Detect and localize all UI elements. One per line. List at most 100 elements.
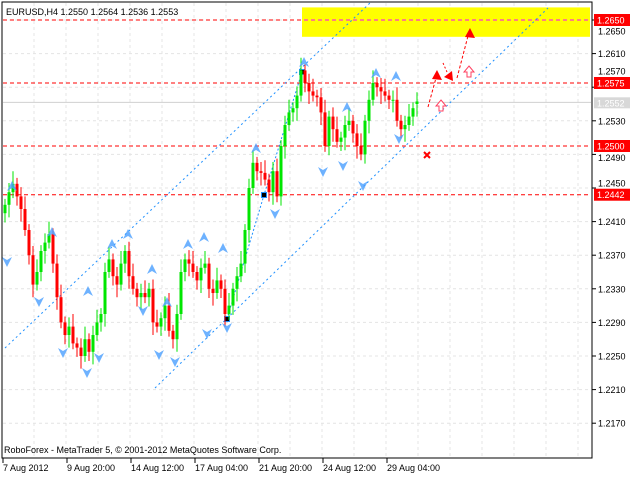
candle-body	[51, 234, 55, 264]
x-tick-label: 29 Aug 04:00	[387, 463, 440, 473]
y-tick-label: 1.2370	[598, 251, 626, 261]
fractal-down-icon	[94, 353, 104, 363]
x-tick-label: 7 Aug 2012	[3, 463, 49, 473]
fractals	[2, 57, 404, 378]
candle-body	[187, 259, 191, 264]
candle-body	[243, 230, 247, 264]
hollow-up-arrow-icon	[462, 65, 476, 78]
candle-body	[127, 251, 131, 277]
candle-body	[115, 276, 119, 285]
level-label-box	[594, 77, 630, 89]
candle-body	[119, 263, 123, 285]
fractal-up-icon	[251, 143, 261, 153]
time-axis[interactable]: 7 Aug 2012 9 Aug 20:00 14 Aug 12:00 17 Aug …	[2, 458, 440, 473]
forecast-arrows	[423, 28, 476, 159]
x-tick-label: 14 Aug 12:00	[131, 463, 184, 473]
candle-body	[351, 120, 355, 134]
candle-body	[199, 267, 203, 281]
channel-upper	[4, 2, 371, 349]
forecast-line	[456, 35, 469, 79]
candle-body	[39, 251, 43, 272]
candle-body	[55, 263, 59, 298]
fractal-down-icon	[154, 350, 164, 360]
candle-body	[163, 305, 167, 319]
candle-body	[239, 263, 243, 277]
candle-body	[139, 293, 143, 298]
candle-body	[175, 314, 179, 340]
candle-body	[23, 209, 27, 230]
candle-body	[379, 87, 383, 92]
forecast-line	[427, 77, 437, 108]
fractal-up-icon	[107, 239, 117, 249]
level-label: 1.2650	[597, 16, 625, 26]
fractal-down-icon	[270, 209, 280, 219]
fractal-up-icon	[218, 243, 228, 253]
candle-body	[387, 95, 391, 100]
fractal-down-icon	[338, 161, 348, 171]
fractal-up-icon	[162, 297, 172, 307]
candle-body	[27, 230, 31, 256]
candle-body	[131, 276, 135, 289]
candle-body	[263, 172, 267, 180]
candle-body	[3, 204, 7, 214]
fractal-down-icon	[202, 329, 212, 339]
candle-body	[383, 91, 387, 96]
bid-label-box	[594, 97, 630, 109]
candle-body	[339, 137, 343, 142]
candle-body	[311, 91, 315, 96]
candle-body	[179, 272, 183, 314]
candle-body	[171, 330, 175, 340]
level-lines	[3, 19, 591, 196]
y-tick-label: 1.2610	[598, 49, 626, 59]
candle-body	[299, 70, 303, 96]
level-label-box	[594, 188, 630, 201]
candle-body	[71, 326, 75, 344]
candle-body	[411, 108, 415, 117]
candle-body	[211, 288, 215, 293]
candle-body	[283, 125, 287, 146]
fractal-down-icon	[2, 257, 12, 267]
x-tick-label: 17 Aug 04:00	[195, 463, 248, 473]
forecast-arrow-icon	[432, 70, 442, 80]
x-tick-label: 24 Aug 12:00	[323, 463, 376, 473]
fractal-down-icon	[318, 167, 328, 177]
level-label-box	[594, 140, 630, 152]
candle-body	[255, 162, 259, 172]
price-axis[interactable]: 1.26501.26101.25701.25301.24901.24501.24…	[592, 19, 626, 429]
candle-body	[75, 343, 79, 348]
candle-body	[343, 125, 347, 138]
candle-body	[275, 171, 279, 197]
forecast-arrow-icon	[465, 28, 475, 38]
fractal-down-icon	[58, 348, 68, 358]
fractal-up-icon	[199, 232, 209, 242]
candle-body	[331, 116, 335, 130]
candle-body	[35, 272, 39, 285]
candle-body	[135, 288, 139, 298]
fractal-down-icon	[394, 134, 404, 144]
candle-body	[159, 318, 163, 327]
candle-body	[59, 297, 63, 323]
candle-body	[375, 83, 379, 88]
candle-body	[143, 293, 147, 298]
candle-body	[219, 280, 223, 289]
y-tick-label: 1.2410	[598, 217, 626, 227]
plot-frame	[1, 1, 593, 459]
candle-body	[183, 259, 187, 272]
level-label-box	[594, 14, 630, 26]
candle-body	[279, 146, 283, 197]
candle-body	[287, 112, 291, 125]
candle-body	[371, 83, 375, 100]
candle-body	[79, 347, 83, 356]
y-tick-label: 1.2570	[598, 67, 626, 77]
candle-body	[31, 255, 35, 285]
level-labels: 1.2552 1.2650 1.2575 1.2500 1.2442	[594, 14, 630, 201]
candle-body	[223, 288, 227, 314]
y-tick-label: 1.2450	[598, 179, 626, 189]
candle-body	[315, 95, 319, 98]
candle-body	[43, 242, 47, 251]
fractal-up-icon	[123, 229, 133, 239]
candle-body	[303, 70, 307, 83]
candle-body	[399, 120, 403, 130]
candle-body	[403, 125, 407, 130]
